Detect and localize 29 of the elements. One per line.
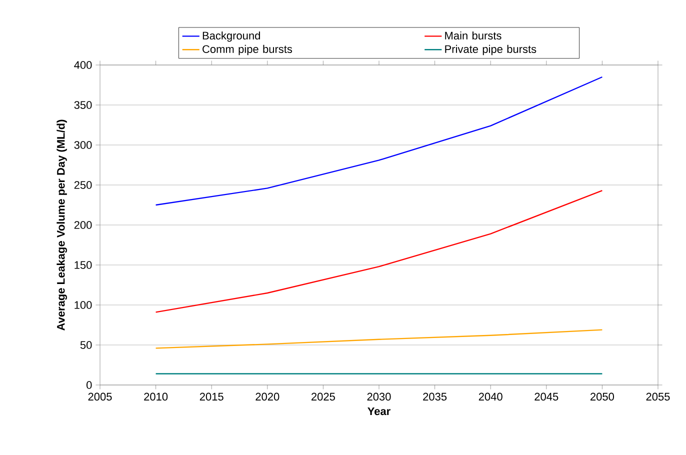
- y-tick-label: 300: [74, 141, 92, 149]
- y-tick-label: 150: [74, 261, 92, 269]
- y-tick-label: 50: [80, 341, 92, 349]
- x-tick-label: 2040: [478, 392, 502, 401]
- y-tick-label: 200: [74, 221, 92, 229]
- line-series: [155, 329, 603, 349]
- x-tick-label: 2005: [88, 392, 112, 401]
- x-tick-label: 2055: [646, 392, 670, 401]
- x-tick-label: 2035: [423, 392, 447, 401]
- x-tick-label: 2015: [200, 392, 224, 401]
- line-series: [155, 190, 603, 313]
- x-tick-label: 2030: [367, 392, 391, 401]
- y-tick-label: 400: [74, 61, 92, 69]
- y-tick-label: 100: [74, 301, 92, 309]
- x-axis-title: Year: [368, 407, 390, 416]
- y-tick-label: 0: [86, 381, 92, 389]
- legend-label: Background: [202, 31, 260, 42]
- y-axis-title: Average Leakage Volume per Day (ML/d): [56, 120, 67, 330]
- legend-label: Main bursts: [445, 31, 502, 40]
- legend-label: Comm pipe bursts: [202, 44, 292, 56]
- x-tick-label: 2010: [144, 392, 168, 401]
- y-tick-label: 350: [74, 101, 92, 109]
- y-tick-label: 250: [74, 181, 92, 189]
- x-tick-label: 2045: [534, 392, 558, 401]
- line-series: [155, 76, 603, 206]
- legend-label: Private pipe bursts: [445, 44, 536, 56]
- x-tick-label: 2025: [312, 392, 335, 401]
- x-tick-label: 2020: [256, 392, 280, 401]
- x-tick-label: 2050: [590, 392, 614, 401]
